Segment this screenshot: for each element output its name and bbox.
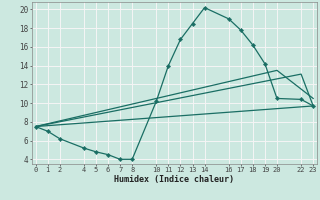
X-axis label: Humidex (Indice chaleur): Humidex (Indice chaleur) [115, 175, 234, 184]
